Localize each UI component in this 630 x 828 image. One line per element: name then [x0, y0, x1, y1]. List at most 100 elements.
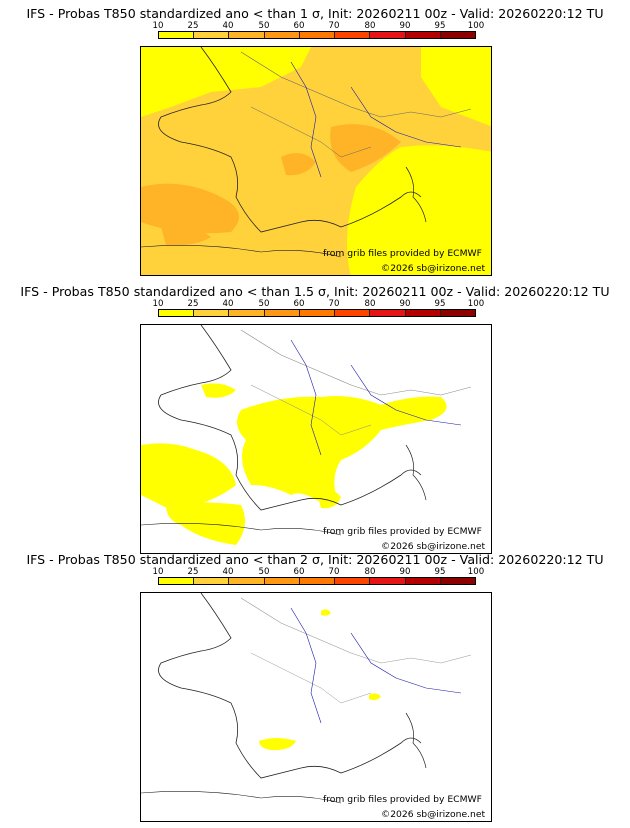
colorbar-tick: 90: [399, 21, 411, 31]
colorbar-segment: [229, 310, 265, 316]
probability-field-10-25: [237, 396, 447, 502]
data-credit: from grib files provided by ECMWF: [323, 526, 482, 537]
river: [350, 632, 462, 694]
river: [350, 364, 462, 426]
data-credit: from grib files provided by ECMWF: [323, 248, 482, 259]
colorbar-segment: [335, 578, 371, 584]
colorbar-tick: 40: [222, 21, 234, 31]
colorbar-tick: 80: [364, 567, 376, 577]
coastline: [158, 47, 422, 233]
colorbar-labels: 10 25 40 50 60 70 80 90 95 100: [148, 299, 488, 309]
colorbar-tick: 100: [467, 567, 485, 577]
colorbar-segment: [370, 32, 406, 38]
probability-map: from grib files provided by ECMWF ©2026 …: [140, 46, 492, 276]
colorbar: [158, 309, 476, 317]
colorbar-segment: [194, 32, 230, 38]
colorbar-segment: [299, 578, 336, 584]
colorbar-tick: 70: [328, 299, 340, 309]
colorbar-segment: [194, 578, 230, 584]
probability-field-10-25: [347, 145, 491, 275]
copyright: ©2026 sb@irizone.net: [381, 541, 486, 552]
colorbar-segment: [264, 32, 300, 38]
colorbar-segment: [440, 32, 475, 38]
colorbar-tick: 70: [328, 567, 340, 577]
river: [290, 607, 322, 724]
colorbar-tick: 10: [152, 21, 164, 31]
colorbar-tick: 50: [258, 21, 270, 31]
colorbar-tick: 40: [222, 299, 234, 309]
colorbar-segment: [299, 310, 336, 316]
colorbar-tick: 25: [187, 299, 199, 309]
colorbar-tick: 70: [328, 21, 340, 31]
river: [290, 339, 322, 456]
border-line: [250, 384, 372, 436]
colorbar-tick: 10: [152, 567, 164, 577]
colorbar-segment: [299, 32, 336, 38]
colorbar-tick: 80: [364, 299, 376, 309]
probability-field-10-25: [421, 47, 491, 127]
colorbar-tick: 60: [293, 299, 305, 309]
panel-title: IFS - Probas T850 standardized ano < tha…: [20, 284, 610, 299]
probability-field-40-50: [330, 124, 401, 172]
colorbar-segment: [229, 32, 265, 38]
map-panel-1: IFS - Probas T850 standardized ano < tha…: [0, 6, 630, 276]
colorbar-segment: [264, 310, 300, 316]
colorbar-segment: [370, 310, 406, 316]
colorbar-tick: 50: [258, 567, 270, 577]
map-panel-2: IFS - Probas T850 standardized ano < tha…: [0, 284, 630, 554]
colorbar-labels: 10 25 40 50 60 70 80 90 95 100: [148, 567, 488, 577]
probability-field-10-25: [259, 738, 296, 751]
colorbar-segment: [370, 578, 406, 584]
colorbar-segment: [405, 32, 441, 38]
probability-field-10-25: [321, 609, 331, 616]
border-line: [250, 106, 372, 158]
coastline: [405, 712, 427, 769]
colorbar-segment: [440, 310, 475, 316]
coastline: [158, 593, 422, 779]
panel-title: IFS - Probas T850 standardized ano < tha…: [26, 6, 604, 21]
river: [290, 61, 322, 178]
colorbar-tick: 25: [187, 21, 199, 31]
colorbar-tick: 40: [222, 567, 234, 577]
colorbar-tick: 95: [434, 21, 446, 31]
colorbar-segment: [335, 32, 371, 38]
probability-field-10-25: [141, 443, 236, 510]
probability-field-40-50: [141, 183, 239, 234]
colorbar-segment: [335, 310, 371, 316]
colorbar-tick: 60: [293, 567, 305, 577]
probability-field-10-25: [141, 47, 311, 117]
probability-map: from grib files provided by ECMWF ©2026 …: [140, 592, 492, 822]
probability-map: from grib files provided by ECMWF ©2026 …: [140, 324, 492, 554]
probability-field-40-50: [281, 153, 316, 176]
colorbar-tick: 90: [399, 299, 411, 309]
colorbar: [158, 577, 476, 585]
colorbar-segment: [264, 578, 300, 584]
colorbar-segment: [405, 310, 441, 316]
colorbar-labels: 10 25 40 50 60 70 80 90 95 100: [148, 21, 488, 31]
coastline: [405, 166, 427, 223]
probability-field-40-50: [161, 225, 211, 246]
colorbar-tick: 100: [467, 299, 485, 309]
colorbar-tick: 60: [293, 21, 305, 31]
probability-field-10-25: [369, 693, 381, 701]
colorbar-tick: 80: [364, 21, 376, 31]
probability-field-10-25: [316, 488, 341, 509]
colorbar-segment: [159, 310, 195, 316]
colorbar-tick: 100: [467, 21, 485, 31]
colorbar: [158, 31, 476, 39]
coastline: [141, 245, 342, 258]
map-canvas: [141, 593, 472, 804]
colorbar-tick: 10: [152, 299, 164, 309]
river: [350, 86, 462, 148]
coastline: [141, 523, 342, 536]
colorbar-tick: 95: [434, 299, 446, 309]
copyright: ©2026 sb@irizone.net: [381, 809, 486, 820]
coastline: [405, 444, 427, 501]
colorbar-tick: 25: [187, 567, 199, 577]
copyright: ©2026 sb@irizone.net: [381, 263, 486, 274]
border-line: [240, 329, 472, 396]
data-credit: from grib files provided by ECMWF: [323, 794, 482, 805]
colorbar-segment: [194, 310, 230, 316]
colorbar-segment: [405, 578, 441, 584]
colorbar-segment: [229, 578, 265, 584]
